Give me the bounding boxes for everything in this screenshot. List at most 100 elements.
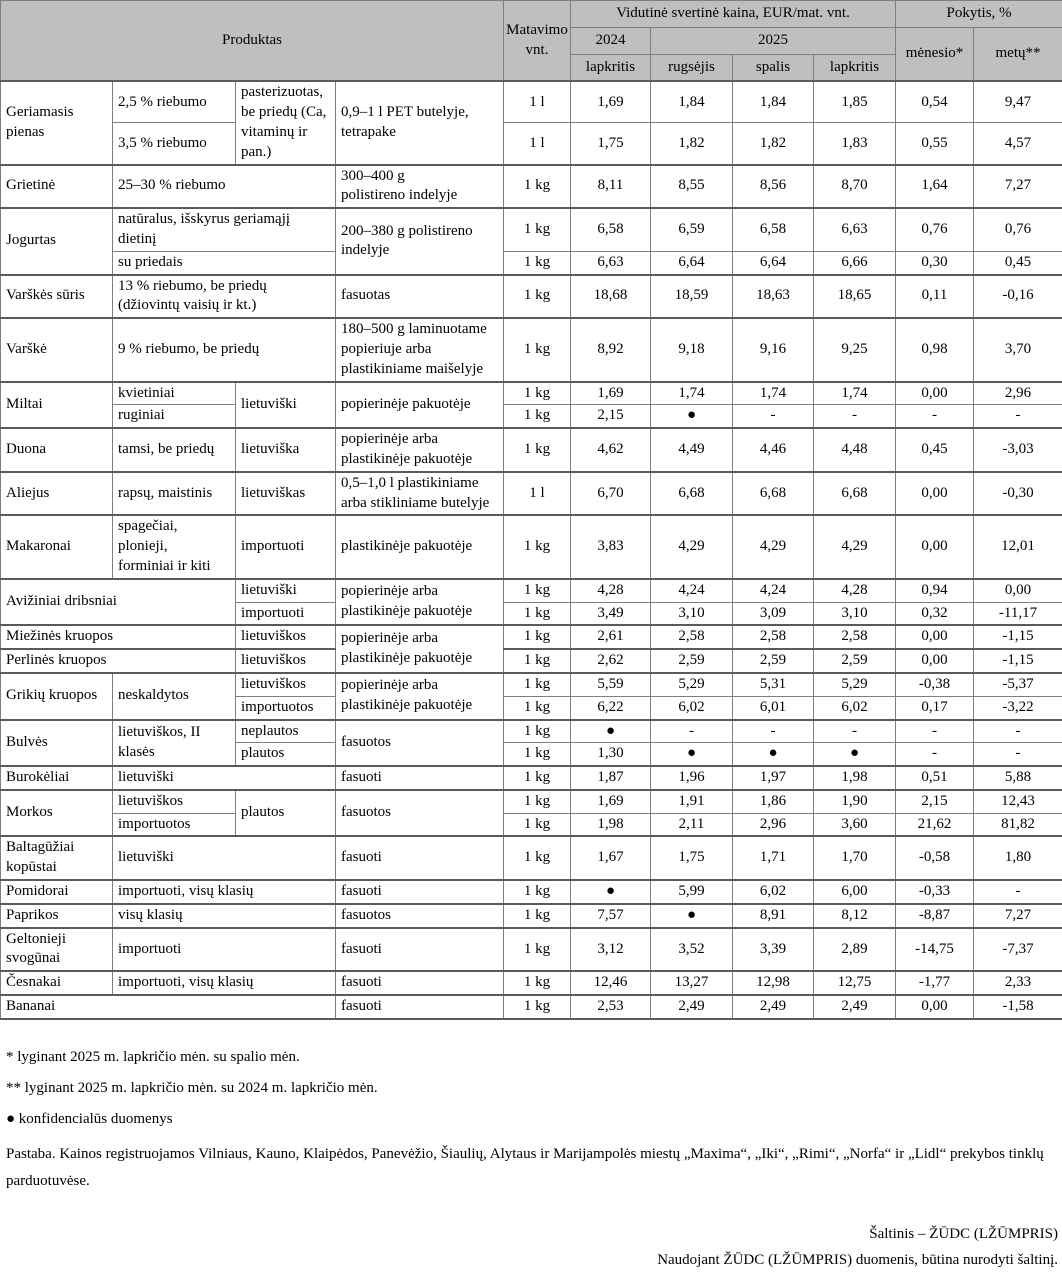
price-cell: 1,67 [571, 836, 651, 880]
unit-cell: 1 l [504, 123, 571, 165]
header-cell: Matavimo vnt. [504, 1, 571, 82]
source-line-2: Naudojant ŽŪDC (LŽŪMPRIS) duomenis, būti… [0, 1248, 1058, 1273]
variant-cell: lietuviškos [113, 790, 236, 813]
price-cell: 2,62 [571, 649, 651, 673]
origin-cell: plautos [236, 743, 336, 766]
price-cell: 1,70 [814, 836, 896, 880]
price-cell: 1,74 [733, 382, 814, 405]
price-cell: 4,29 [814, 515, 896, 578]
price-cell: 3,60 [814, 813, 896, 836]
price-cell: 6,02 [651, 696, 733, 719]
unit-cell: 1 kg [504, 428, 571, 472]
unit-cell: 1 kg [504, 579, 571, 602]
price-cell: 2,58 [651, 625, 733, 649]
product-cell: Makaronai [1, 515, 113, 578]
variant-cell: 3,5 % riebumo [113, 123, 236, 165]
price-cell: 5,29 [814, 673, 896, 696]
packaging-cell: fasuoti [336, 836, 504, 880]
price-cell: 2,49 [733, 995, 814, 1019]
variant-cell: ruginiai [113, 405, 236, 428]
price-cell: 1,83 [814, 123, 896, 165]
packaging-cell: fasuoti [336, 928, 504, 972]
packaging-cell: 0,9–1 l PET butelyje, tetrapake [336, 81, 504, 164]
change-cell: 0,00 [974, 579, 1062, 602]
variant-cell: tamsi, be priedų [113, 428, 236, 472]
packaging-cell: fasuotos [336, 904, 504, 928]
variant-cell: importuoti, visų klasių [113, 971, 336, 995]
price-cell: 12,75 [814, 971, 896, 995]
price-cell: ● [733, 743, 814, 766]
price-cell: 9,25 [814, 318, 896, 381]
change-cell: 5,88 [974, 766, 1062, 790]
unit-cell: 1 kg [504, 928, 571, 972]
variant-cell: neskaldytos [113, 673, 236, 720]
price-cell: 1,71 [733, 836, 814, 880]
price-cell: 1,30 [571, 743, 651, 766]
price-cell: 3,49 [571, 602, 651, 625]
unit-cell: 1 kg [504, 515, 571, 578]
price-cell: 1,69 [571, 790, 651, 813]
price-cell: 1,96 [651, 766, 733, 790]
product-cell: Pomidorai [1, 880, 113, 904]
unit-cell: 1 kg [504, 251, 571, 274]
change-cell: - [896, 743, 974, 766]
price-cell: - [814, 405, 896, 428]
packaging-cell: fasuoti [336, 995, 504, 1019]
change-cell: -0,16 [974, 275, 1062, 319]
price-cell: 4,48 [814, 428, 896, 472]
price-cell: 1,90 [814, 790, 896, 813]
source-line-1: Šaltinis – ŽŪDC (LŽŪMPRIS) [0, 1222, 1058, 1248]
price-cell: 1,82 [733, 123, 814, 165]
unit-cell: 1 kg [504, 880, 571, 904]
change-cell: - [974, 405, 1062, 428]
origin-cell: neplautos [236, 720, 336, 743]
change-cell: 2,15 [896, 790, 974, 813]
price-cell: 1,74 [651, 382, 733, 405]
change-cell: 7,27 [974, 165, 1062, 209]
price-cell: 6,68 [651, 472, 733, 516]
price-cell: 3,83 [571, 515, 651, 578]
price-cell: 5,29 [651, 673, 733, 696]
change-cell: - [974, 720, 1062, 743]
price-cell: 2,59 [651, 649, 733, 673]
change-cell: 9,47 [974, 81, 1062, 123]
unit-cell: 1 kg [504, 696, 571, 719]
price-cell: 1,97 [733, 766, 814, 790]
variant-cell: spagečiai, plonieji, forminiai ir kiti [113, 515, 236, 578]
change-cell: 0,54 [896, 81, 974, 123]
price-cell: 2,58 [814, 625, 896, 649]
variant-cell: kvietiniai [113, 382, 236, 405]
price-cell: 1,75 [651, 836, 733, 880]
change-cell: 1,64 [896, 165, 974, 209]
price-cell: 6,59 [651, 208, 733, 251]
header-cell: rugsėjis [651, 54, 733, 81]
price-cell: - [651, 720, 733, 743]
origin-cell: lietuviški [236, 382, 336, 429]
product-cell: Varškė [1, 318, 113, 381]
unit-cell: 1 kg [504, 743, 571, 766]
variant-cell: importuoti [113, 928, 336, 972]
change-cell: 0,51 [896, 766, 974, 790]
change-cell: 0,94 [896, 579, 974, 602]
price-cell: 2,59 [733, 649, 814, 673]
price-cell: 6,58 [571, 208, 651, 251]
unit-cell: 1 kg [504, 836, 571, 880]
change-cell: -1,15 [974, 649, 1062, 673]
change-cell: 0,45 [974, 251, 1062, 274]
price-cell: 1,74 [814, 382, 896, 405]
packaging-cell: fasuotos [336, 790, 504, 837]
packaging-cell: popierinėje arba plastikinėje pakuotėje [336, 428, 504, 472]
packaging-cell: fasuoti [336, 971, 504, 995]
unit-cell: 1 kg [504, 165, 571, 209]
price-cell: ● [651, 405, 733, 428]
packaging-cell: fasuoti [336, 766, 504, 790]
price-cell: ● [571, 720, 651, 743]
origin-cell: lietuviški [236, 579, 336, 602]
